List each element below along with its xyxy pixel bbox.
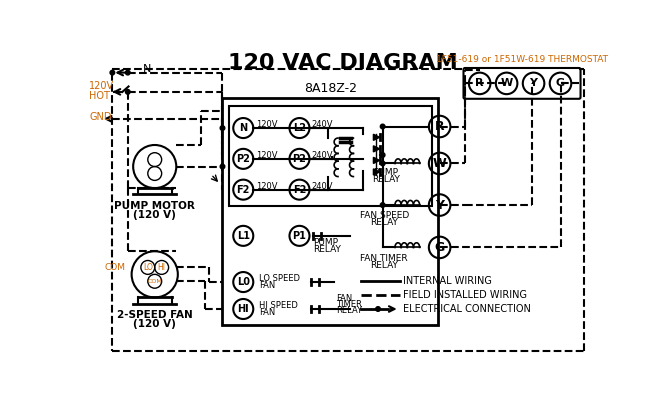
Text: W: W — [433, 157, 446, 170]
Circle shape — [381, 124, 385, 129]
Text: 240V: 240V — [312, 182, 333, 191]
Text: N: N — [143, 64, 151, 74]
Circle shape — [381, 161, 385, 166]
Text: HOT: HOT — [89, 91, 110, 101]
Text: PUMP: PUMP — [314, 238, 338, 246]
Text: 2-SPEED FAN: 2-SPEED FAN — [117, 310, 192, 320]
Text: 240V: 240V — [312, 121, 333, 129]
Polygon shape — [373, 134, 380, 140]
Text: 120V: 120V — [255, 151, 277, 160]
Circle shape — [381, 203, 385, 207]
Text: Y: Y — [529, 78, 537, 88]
Text: R: R — [435, 120, 444, 133]
Circle shape — [376, 307, 381, 311]
Text: HI: HI — [157, 263, 165, 272]
Circle shape — [220, 164, 225, 169]
Text: L2: L2 — [293, 123, 306, 133]
Text: LO: LO — [143, 263, 153, 272]
Text: P2: P2 — [237, 154, 250, 164]
Polygon shape — [373, 169, 380, 175]
Text: Y: Y — [435, 199, 444, 212]
Text: G: G — [556, 78, 565, 88]
Text: LO SPEED: LO SPEED — [259, 274, 300, 284]
Text: (120 V): (120 V) — [133, 319, 176, 329]
Text: L1: L1 — [237, 231, 250, 241]
Text: 240V: 240V — [312, 151, 333, 160]
Text: PUMP: PUMP — [373, 168, 398, 177]
Text: RELAY: RELAY — [336, 306, 362, 315]
Text: FAN TIMER: FAN TIMER — [360, 253, 408, 263]
Text: L0: L0 — [237, 277, 250, 287]
Text: W: W — [500, 78, 513, 88]
Text: COM: COM — [147, 279, 162, 284]
Text: TIMER: TIMER — [336, 300, 362, 309]
Text: RELAY: RELAY — [371, 218, 398, 227]
Text: FAN SPEED: FAN SPEED — [360, 211, 409, 220]
Bar — [222, 98, 438, 325]
Text: F2: F2 — [293, 185, 306, 195]
Text: 1F51-619 or 1F51W-619 THERMOSTAT: 1F51-619 or 1F51W-619 THERMOSTAT — [436, 55, 608, 64]
Bar — [228, 106, 432, 206]
Text: RELAY: RELAY — [372, 175, 400, 184]
Text: 120V: 120V — [89, 81, 115, 91]
Text: 120V: 120V — [255, 121, 277, 129]
Text: RELAY: RELAY — [371, 261, 398, 269]
Circle shape — [125, 90, 130, 94]
Text: INTERNAL WIRING: INTERNAL WIRING — [403, 276, 492, 286]
Text: 8A18Z-2: 8A18Z-2 — [304, 82, 357, 95]
Text: ELECTRICAL CONNECTION: ELECTRICAL CONNECTION — [403, 304, 531, 314]
Polygon shape — [373, 157, 380, 163]
Text: N: N — [239, 123, 247, 133]
Circle shape — [110, 70, 115, 75]
Text: FAN: FAN — [336, 294, 352, 303]
Text: P1: P1 — [293, 231, 306, 241]
FancyBboxPatch shape — [464, 68, 580, 99]
Text: R: R — [476, 78, 484, 88]
Text: HI: HI — [237, 304, 249, 314]
Text: FAN: FAN — [259, 308, 275, 317]
Text: G: G — [435, 241, 445, 254]
Text: FAN: FAN — [259, 282, 275, 290]
Text: P2: P2 — [293, 154, 306, 164]
Circle shape — [220, 126, 225, 130]
Text: HI SPEED: HI SPEED — [259, 301, 298, 310]
Text: GND: GND — [89, 111, 112, 122]
Text: 120V: 120V — [255, 182, 277, 191]
Text: F2: F2 — [237, 185, 250, 195]
Text: COM: COM — [105, 263, 125, 272]
Circle shape — [125, 70, 130, 75]
Text: RELAY: RELAY — [314, 245, 341, 254]
Text: 120 VAC DIAGRAM: 120 VAC DIAGRAM — [228, 53, 458, 72]
Text: PUMP MOTOR: PUMP MOTOR — [115, 201, 195, 211]
Polygon shape — [373, 146, 380, 152]
Circle shape — [381, 153, 385, 157]
Text: (120 V): (120 V) — [133, 210, 176, 220]
Text: FIELD INSTALLED WIRING: FIELD INSTALLED WIRING — [403, 290, 527, 300]
